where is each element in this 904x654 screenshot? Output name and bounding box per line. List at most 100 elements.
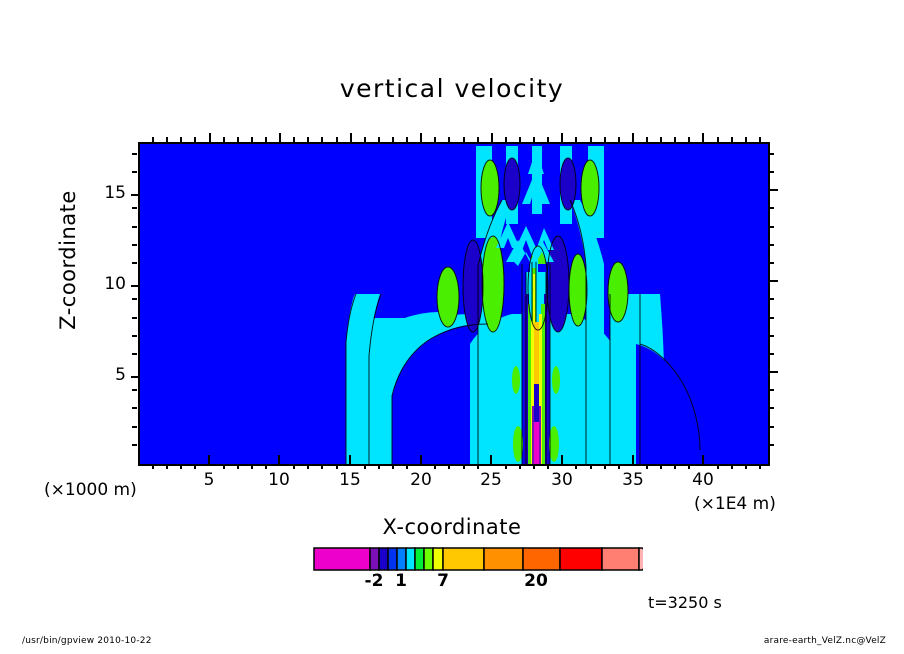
x-minor-tick	[603, 464, 606, 469]
x-axis-title: X-coordinate	[382, 515, 522, 539]
y-minor-tick-right	[769, 407, 774, 410]
x-minor-tick	[533, 464, 536, 469]
x-tick-35	[632, 455, 634, 464]
y-major-tick-right	[769, 371, 778, 374]
x-minor-tick	[180, 464, 183, 469]
x-minor-tick-top	[307, 137, 310, 142]
x-minor-tick-top	[646, 137, 649, 142]
time-annotation: t=3250 s	[648, 593, 722, 612]
x-minor-tick-top	[392, 137, 395, 142]
y-tick-15	[131, 194, 140, 196]
x-minor-tick-top	[462, 137, 465, 142]
contour-field	[140, 144, 768, 464]
y-minor-tick-right	[769, 243, 774, 246]
x-minor-tick-top	[688, 137, 691, 142]
x-minor-tick-top	[744, 137, 747, 142]
y-minor-tick-right	[769, 152, 774, 155]
x-tick-label-20: 20	[410, 470, 432, 490]
footer-source-info: arare-earth_VelZ.nc@VelZ	[763, 636, 886, 646]
x-minor-tick	[758, 464, 761, 469]
y-minor-tick	[132, 262, 137, 264]
y-minor-tick-right	[769, 262, 774, 264]
x-minor-tick	[434, 464, 437, 469]
x-minor-tick-top	[476, 137, 479, 142]
x-major-tick-top	[208, 133, 211, 142]
x-minor-tick-top	[730, 137, 733, 142]
y-minor-tick	[132, 425, 137, 428]
x-major-tick-top	[702, 133, 705, 142]
x-minor-tick-top	[180, 137, 183, 142]
y-minor-tick	[132, 171, 137, 174]
y-minor-tick-right	[769, 389, 774, 392]
colorbar	[313, 546, 643, 574]
x-minor-tick	[166, 464, 169, 469]
x-minor-tick-top	[448, 137, 451, 142]
x-minor-tick	[476, 464, 479, 469]
x-minor-tick	[660, 464, 663, 469]
y-minor-tick-right	[769, 225, 774, 228]
x-minor-tick	[335, 464, 338, 469]
y-minor-tick	[132, 152, 137, 155]
x-minor-tick-top	[406, 137, 409, 142]
x-major-tick-top	[561, 133, 564, 142]
colorbar-label-20: 20	[524, 571, 548, 591]
x-minor-tick	[716, 464, 719, 469]
colorbar-label-1: 1	[395, 571, 407, 591]
y-axis-unit-label: (×1000 m)	[44, 480, 137, 500]
x-minor-tick-top	[716, 137, 719, 142]
x-minor-tick	[462, 464, 465, 469]
x-minor-tick-top	[660, 137, 663, 142]
x-major-tick-top	[349, 133, 352, 142]
x-minor-tick-top	[547, 137, 550, 142]
x-major-tick-top	[279, 133, 282, 142]
x-minor-tick-top	[250, 137, 253, 142]
x-minor-tick-top	[293, 137, 296, 142]
x-minor-tick	[293, 464, 296, 469]
x-tick-label-10: 10	[268, 470, 290, 490]
x-minor-tick-top	[321, 137, 324, 142]
x-tick-label-30: 30	[551, 470, 573, 490]
y-tick-10	[131, 285, 140, 287]
x-minor-tick-top	[363, 137, 366, 142]
x-tick-label-40: 40	[692, 470, 714, 490]
x-minor-tick	[152, 464, 155, 469]
y-tick-label-15: 15	[104, 183, 126, 203]
y-minor-tick-right	[769, 316, 774, 319]
y-minor-tick	[132, 407, 137, 410]
x-minor-tick-top	[589, 137, 592, 142]
y-minor-tick	[132, 298, 137, 301]
x-minor-tick	[406, 464, 409, 469]
y-minor-tick-right	[769, 207, 774, 210]
x-minor-tick	[321, 464, 324, 469]
x-minor-tick-top	[617, 137, 620, 142]
y-minor-tick-right	[769, 425, 774, 428]
x-minor-tick-top	[152, 137, 155, 142]
x-minor-tick-top	[533, 137, 536, 142]
y-minor-tick	[132, 389, 137, 392]
y-minor-tick-right	[769, 171, 774, 174]
x-minor-tick-top	[575, 137, 578, 142]
x-minor-tick-top	[377, 137, 380, 142]
x-minor-tick	[589, 464, 592, 469]
colorbar-swatches	[313, 547, 643, 571]
colorbar-label-7: 7	[437, 571, 449, 591]
x-tick-40	[702, 455, 704, 464]
x-minor-tick	[194, 464, 197, 469]
x-minor-tick	[519, 464, 522, 469]
x-tick-label-25: 25	[480, 470, 502, 490]
x-major-tick-top	[631, 133, 634, 142]
y-minor-tick	[132, 207, 137, 210]
x-minor-tick-top	[222, 137, 225, 142]
footer-command-info: /usr/bin/gpview 2010-10-22	[22, 636, 152, 646]
y-minor-tick	[132, 316, 137, 319]
x-minor-tick	[744, 464, 747, 469]
x-minor-tick-top	[166, 137, 169, 142]
x-minor-tick	[265, 464, 267, 469]
x-minor-tick	[730, 464, 733, 469]
x-minor-tick	[307, 464, 310, 469]
x-minor-tick-top	[504, 137, 507, 142]
x-minor-tick-top	[236, 137, 239, 142]
x-minor-tick	[250, 464, 253, 469]
x-minor-tick	[377, 464, 380, 469]
